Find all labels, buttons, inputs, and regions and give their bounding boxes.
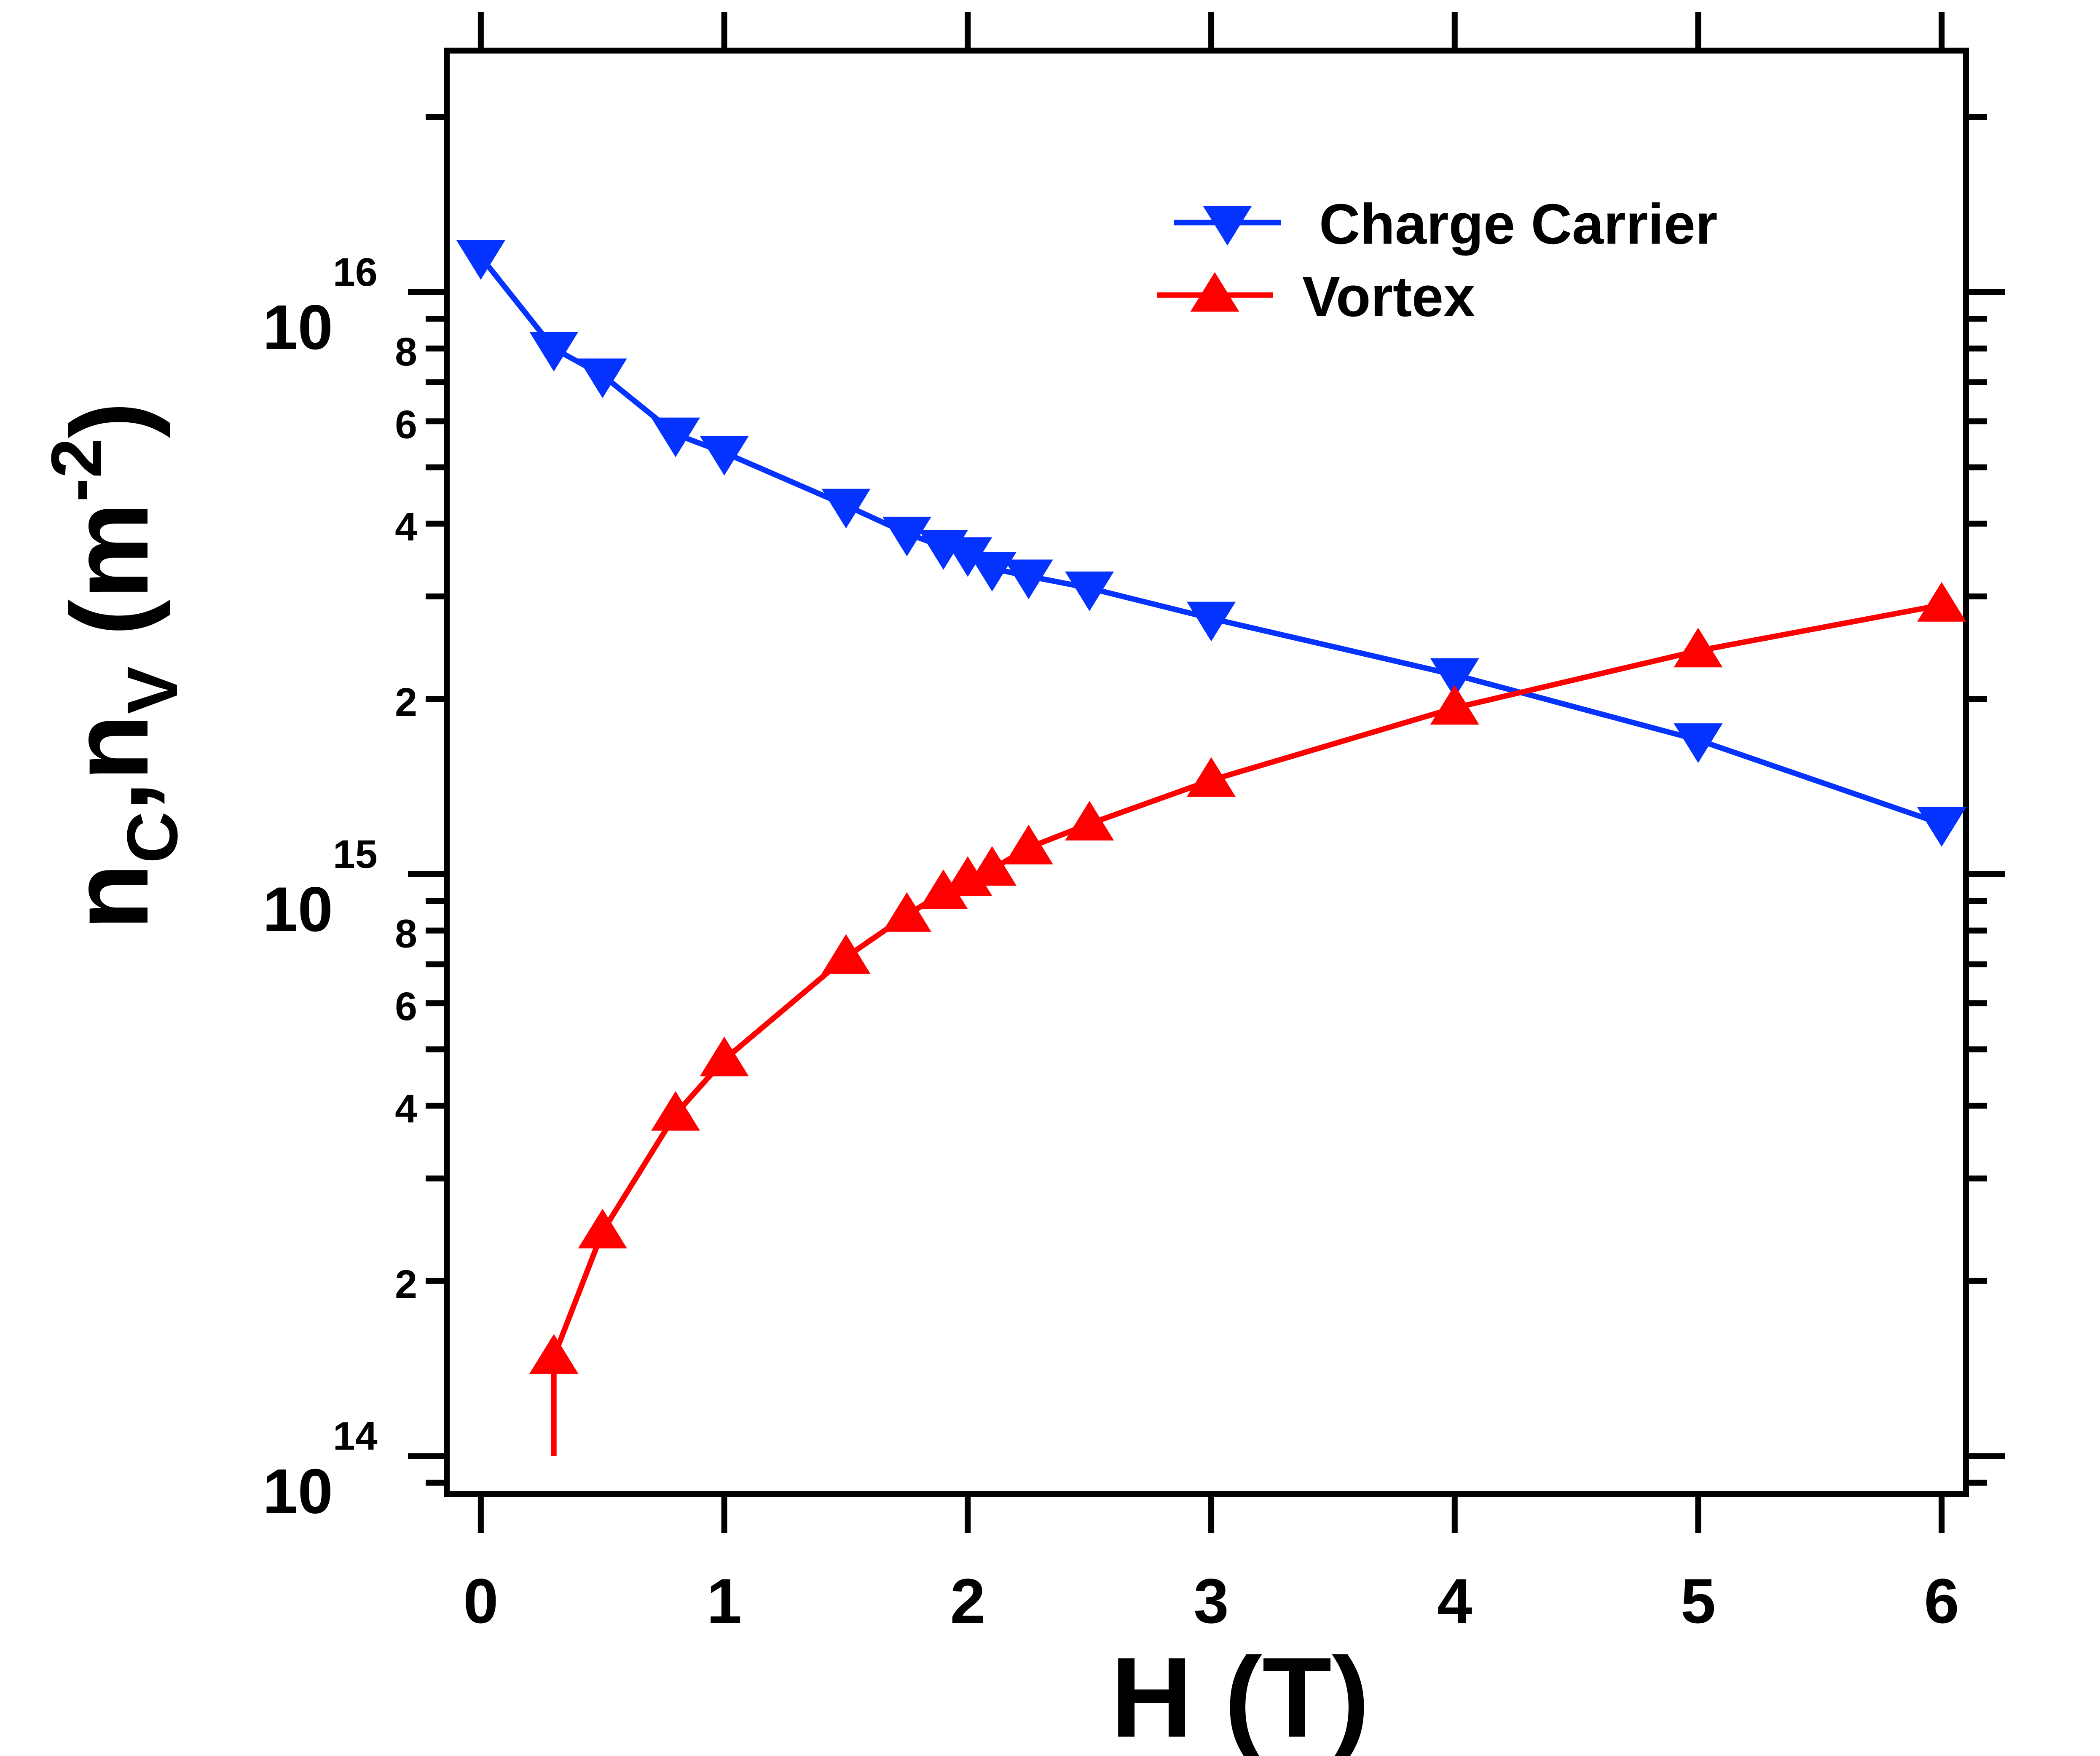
charge-carrier-point xyxy=(578,358,627,398)
x-tick-label: 4 xyxy=(1437,1565,1472,1636)
x-tick-label: 3 xyxy=(1193,1565,1228,1636)
y-minor-tick-label: 2 xyxy=(395,680,417,725)
y-major-tick-label-base: 10 xyxy=(263,292,333,362)
vortex-point xyxy=(1004,824,1053,865)
x-tick-label: 5 xyxy=(1681,1565,1716,1636)
y-title-unit-close: ) xyxy=(49,402,172,438)
charge-carrier-line xyxy=(478,255,1943,827)
y-axis-title: nC,nV (m-2) xyxy=(37,402,193,930)
charge-carrier-point xyxy=(968,552,1017,592)
y-title-base: n xyxy=(49,863,171,930)
charge-carrier-point xyxy=(651,417,700,457)
vortex-point xyxy=(700,1036,749,1077)
vortex-point xyxy=(1187,757,1236,797)
vortex-point xyxy=(1917,582,1966,622)
y-major-tick-label-exponent: 14 xyxy=(333,1414,378,1459)
plot-frame xyxy=(444,48,1969,1497)
legend: Charge Carrier Vortex xyxy=(1157,192,1717,328)
vortex-point xyxy=(968,846,1017,886)
charge-carrier-point xyxy=(529,332,579,372)
charge-carrier-point xyxy=(700,436,749,476)
y-minor-tick-label: 6 xyxy=(395,402,417,447)
y-minor-tick-label: 6 xyxy=(395,984,417,1029)
y-major-tick-label-exponent: 16 xyxy=(333,250,378,295)
vortex-point xyxy=(651,1091,700,1131)
legend-label-charge-carrier: Charge Carrier xyxy=(1319,192,1717,256)
charge-carrier-point xyxy=(1674,723,1723,763)
y-minor-tick-label: 2 xyxy=(395,1262,417,1307)
legend-marker-vortex xyxy=(1190,272,1239,312)
plot-series xyxy=(456,240,1966,1456)
y-title-unit-exponent: -2 xyxy=(37,438,117,502)
charge-carrier-point xyxy=(1430,658,1479,698)
vortex-point xyxy=(882,892,931,932)
y-major-tick-label-base: 10 xyxy=(263,874,333,945)
y-title-subscript-v: V xyxy=(113,666,193,714)
vortex-point xyxy=(943,856,992,896)
charge-carrier-point xyxy=(1065,571,1114,611)
x-axis-title: H (T) xyxy=(1110,1634,1370,1756)
vortex-point xyxy=(919,869,968,909)
axes xyxy=(408,12,2005,1533)
series-charge-carrier xyxy=(456,240,1966,847)
charge-carrier-point xyxy=(1004,559,1053,599)
y-title-subscript-c: C xyxy=(113,811,193,863)
y-minor-tick-label: 8 xyxy=(395,330,417,374)
x-tick-label: 2 xyxy=(950,1565,985,1636)
vortex-point xyxy=(821,934,871,974)
x-tick-label: 6 xyxy=(1924,1565,1959,1636)
charge-carrier-point xyxy=(943,537,992,577)
charge-carrier-point xyxy=(1917,807,1966,847)
y-title-separator: , xyxy=(49,781,171,811)
legend-label-vortex: Vortex xyxy=(1302,265,1475,328)
vortex-line xyxy=(551,602,1942,1358)
charge-carrier-point xyxy=(456,240,505,280)
x-tick-label: 1 xyxy=(707,1565,742,1636)
vortex-point xyxy=(529,1334,579,1374)
y-minor-tick-label: 4 xyxy=(395,1087,417,1131)
charge-carrier-point xyxy=(821,489,871,529)
y-minor-tick-label: 8 xyxy=(395,912,417,956)
vortex-point xyxy=(578,1208,627,1249)
y-title-base-2: n xyxy=(49,714,171,781)
vortex-point xyxy=(1065,801,1114,841)
y-title-unit-open: (m xyxy=(49,502,172,666)
legend-marker-charge-carrier xyxy=(1203,206,1252,246)
series-vortex xyxy=(529,582,1966,1456)
vortex-point xyxy=(1430,685,1479,725)
y-major-tick-label-base: 10 xyxy=(263,1456,333,1527)
x-tick-label: 0 xyxy=(463,1565,498,1636)
y-minor-tick-label: 4 xyxy=(395,505,417,549)
charge-carrier-point xyxy=(882,516,931,556)
vortex-point xyxy=(1674,628,1723,668)
charge-carrier-point xyxy=(1187,601,1236,642)
y-major-tick-label-exponent: 15 xyxy=(333,832,378,877)
